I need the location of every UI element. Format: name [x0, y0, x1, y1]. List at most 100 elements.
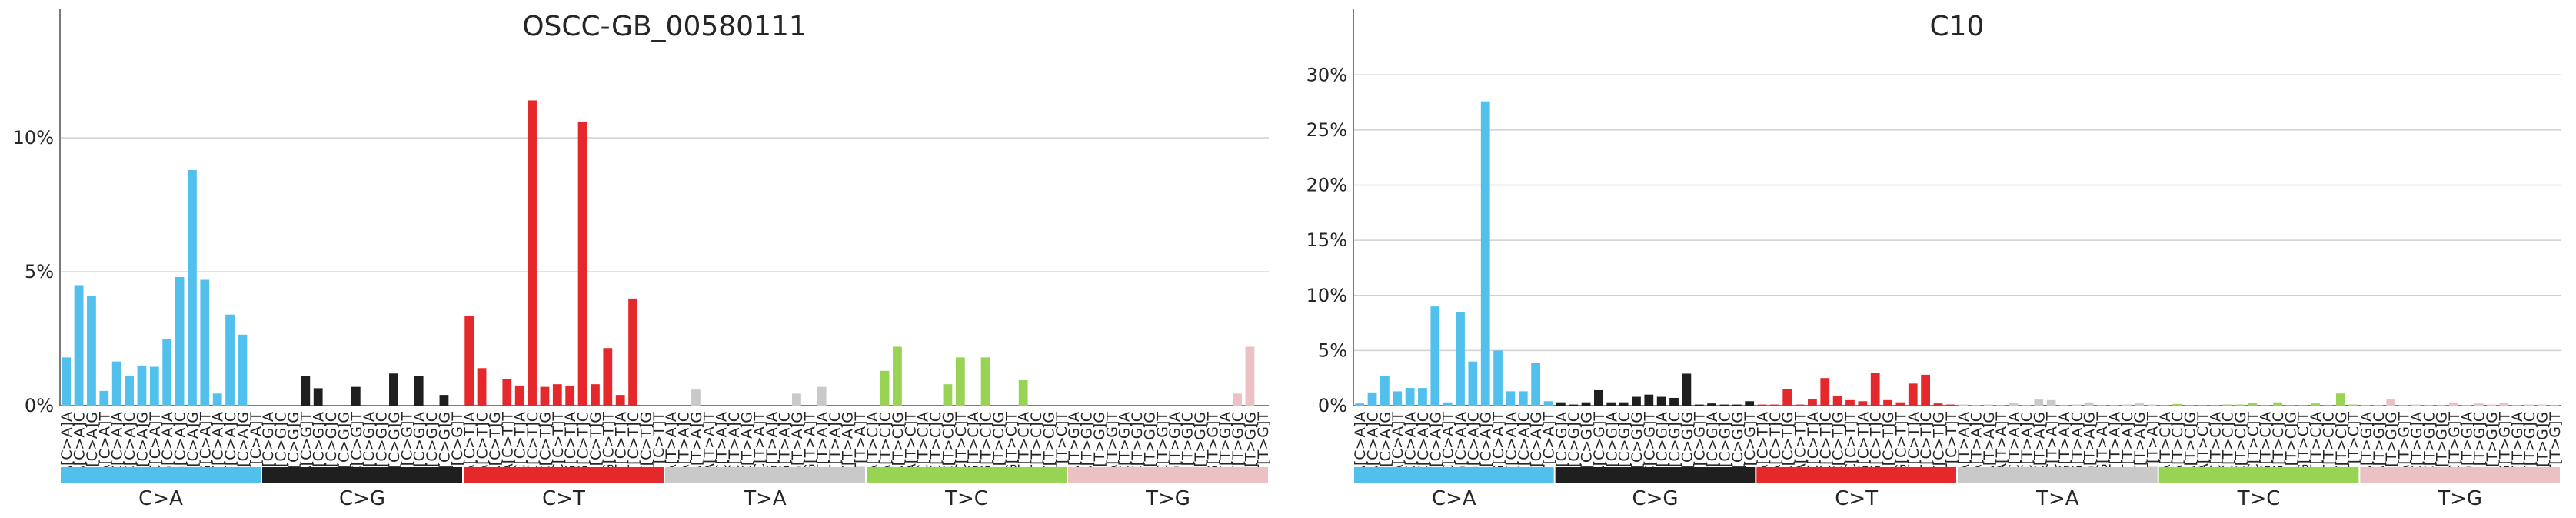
x-tick-label: G[C>T]G: [587, 412, 604, 477]
x-tick-label: A[T>G]A: [1066, 412, 1083, 476]
bar-G[T>G]T: [2499, 403, 2509, 406]
y-tick-label: 10%: [1306, 285, 1347, 306]
x-tick-label: C[C>A]C: [121, 412, 138, 476]
bar-C[C>G]T: [351, 386, 361, 406]
x-tick-label: A[C>T]T: [1792, 412, 1809, 474]
bar-A[T>A]A: [1959, 404, 1969, 406]
bar-T[C>A]A: [1506, 391, 1516, 406]
mutation-band-C>A: [61, 467, 261, 483]
bar-A[C>T]C: [477, 368, 487, 406]
x-tick-label: T[C>T]G: [637, 412, 654, 476]
x-tick-label: A[C>A]G: [1377, 412, 1394, 477]
bar-G[C>G]A: [1656, 396, 1666, 406]
mutation-band-T>A: [665, 467, 865, 483]
x-tick-label: G[T>A]C: [777, 412, 794, 476]
x-tick-label: G[T>G]T: [2496, 412, 2513, 476]
x-tick-label: C[C>A]A: [1403, 412, 1419, 476]
x-tick-label: C[C>T]G: [1830, 412, 1847, 476]
x-tick-label: T[C>G]A: [1704, 412, 1721, 476]
x-tick-label: A[T>C]A: [864, 412, 881, 475]
x-tick-label: C[T>G]T: [1154, 412, 1171, 475]
bar-C[C>A]C: [125, 376, 134, 406]
x-tick-label: A[C>A]T: [1390, 412, 1406, 475]
x-tick-label: C[C>G]C: [1616, 412, 1633, 477]
bar-T[T>C]A: [2311, 403, 2320, 406]
bar-A[C>T]A: [1757, 404, 1767, 406]
mutation-type-label: T>A: [2035, 487, 2079, 510]
bar-C[C>A]C: [1418, 388, 1427, 406]
x-tick-label: C[T>C]C: [2220, 412, 2237, 475]
bar-G[C>G]G: [1682, 373, 1692, 406]
x-tick-label: C[T>G]G: [2434, 412, 2451, 477]
mutation-type-label: T>C: [2237, 487, 2281, 510]
bar-A[C>T]A: [464, 316, 474, 406]
bar-A[C>T]T: [1795, 404, 1805, 406]
x-tick-label: C[C>T]A: [1805, 412, 1822, 475]
y-tick-label: 20%: [1306, 175, 1347, 196]
x-tick-label: C[C>G]G: [335, 412, 352, 479]
bar-G[C>T]T: [1895, 402, 1905, 406]
bar-G[T>A]G: [2084, 402, 2094, 406]
x-tick-label: G[C>T]G: [1880, 412, 1897, 477]
bar-G[T>A]G: [792, 393, 801, 406]
x-tick-label: A[T>C]C: [877, 412, 894, 475]
x-tick-label: C[C>T]C: [524, 412, 541, 475]
x-tick-label: A[T>A]G: [688, 412, 705, 476]
x-tick-label: A[C>A]G: [84, 412, 101, 477]
x-tick-label: C[C>A]T: [147, 412, 164, 475]
y-tick-label: 0%: [25, 395, 54, 416]
bar-G[T>C]C: [2273, 402, 2282, 406]
x-tick-label: T[T>A]T: [2144, 412, 2161, 473]
bar-A[C>A]T: [1393, 391, 1403, 406]
mutation-band-C>G: [1555, 467, 1756, 483]
bar-A[T>C]T: [2198, 405, 2207, 406]
x-tick-label: G[T>A]T: [801, 412, 818, 475]
x-tick-label: T[C>T]T: [1943, 412, 1960, 473]
bar-A[C>T]G: [1782, 389, 1792, 406]
x-tick-label: T[T>A]C: [2119, 412, 2136, 474]
bar-C[C>G]C: [1619, 402, 1629, 406]
x-tick-label: C[T>C]A: [2207, 412, 2224, 475]
x-tick-label: A[T>C]C: [2169, 412, 2186, 475]
bar-T[C>A]C: [225, 314, 235, 406]
bar-G[C>T]G: [591, 384, 600, 406]
x-tick-label: T[T>A]T: [852, 412, 869, 473]
x-tick-label: G[T>C]T: [1003, 412, 1020, 475]
x-tick-label: T[C>A]G: [1528, 412, 1545, 476]
bar-C[T>A]C: [2022, 405, 2031, 406]
x-tick-label: A[T>C]G: [890, 412, 907, 476]
mutation-type-label: C>T: [1835, 487, 1878, 510]
x-tick-label: G[C>G]C: [374, 412, 391, 479]
x-tick-label: C[T>A]A: [2006, 412, 2023, 475]
x-tick-label: T[C>A]G: [235, 412, 251, 476]
x-tick-label: G[T>A]A: [764, 412, 780, 476]
bar-C[T>C]C: [2222, 404, 2232, 406]
bar-A[T>G]C: [2373, 405, 2383, 406]
x-tick-label: G[C>G]G: [1679, 412, 1696, 480]
bar-A[C>A]A: [62, 357, 72, 406]
x-tick-label: T[T>G]T: [2547, 412, 2564, 475]
x-tick-label: T[T>A]C: [827, 412, 844, 474]
bar-C[T>A]G: [2034, 399, 2044, 406]
x-tick-label: G[C>A]A: [1453, 412, 1469, 477]
mutation-band-C>G: [262, 467, 462, 483]
x-tick-label: T[C>G]T: [1742, 412, 1759, 476]
x-tick-label: T[C>G]G: [1729, 412, 1746, 478]
x-tick-label: A[C>G]C: [1566, 412, 1583, 477]
mutation-band-C>T: [464, 467, 664, 483]
x-tick-label: A[T>A]C: [1969, 412, 1985, 475]
x-tick-label: T[C>G]G: [436, 412, 453, 478]
x-tick-label: A[T>G]G: [2383, 412, 2400, 477]
x-tick-label: T[T>G]G: [1242, 412, 1259, 476]
x-tick-label: G[C>T]C: [575, 412, 592, 476]
x-tick-label: A[C>A]C: [1365, 412, 1382, 476]
x-tick-label: C[C>A]T: [1440, 412, 1457, 475]
x-tick-label: C[T>C]T: [2245, 412, 2261, 474]
mutation-type-label: C>A: [1432, 487, 1476, 510]
x-tick-label: A[C>A]A: [1352, 412, 1369, 476]
x-tick-label: T[C>T]G: [1930, 412, 1947, 476]
y-tick-label: 30%: [1306, 64, 1347, 85]
x-tick-label: G[T>G]A: [1167, 412, 1183, 477]
x-tick-label: G[T>G]C: [1180, 412, 1196, 477]
bar-T[C>T]A: [1908, 383, 1918, 406]
